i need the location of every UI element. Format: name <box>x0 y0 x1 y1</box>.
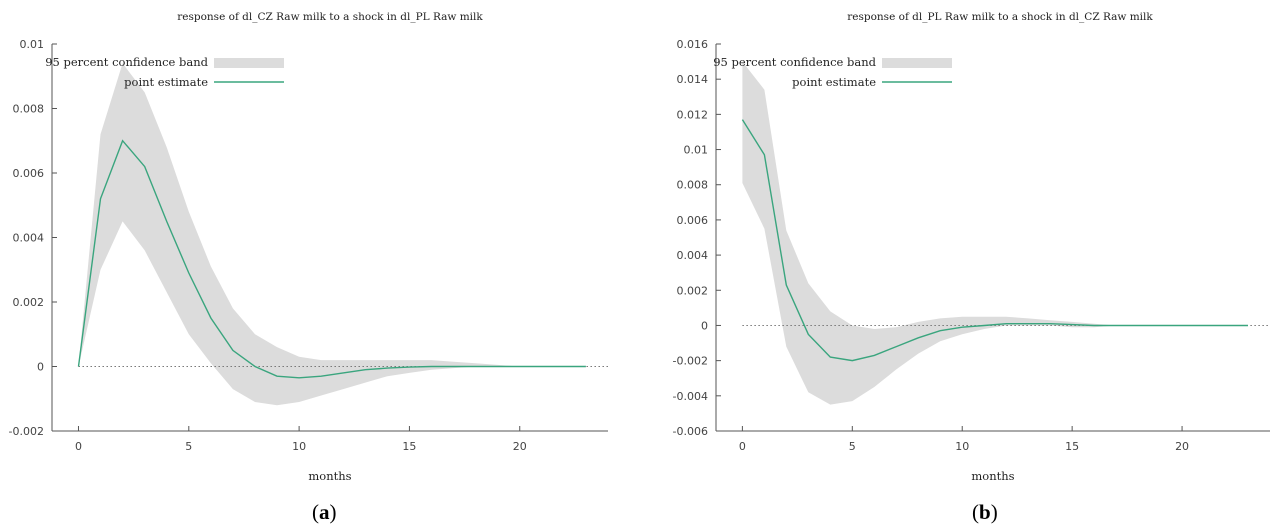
chartb-y-tick-label: 0.01 <box>684 144 709 157</box>
chartb-x-tick-label: 0 <box>739 440 746 453</box>
charta-legend-band-swatch <box>214 58 284 68</box>
chartb-legend-band-label: 95 percent confidence band <box>713 55 876 69</box>
charta-y-tick-label: 0.006 <box>13 167 45 180</box>
charta-legend-band-label: 95 percent confidence band <box>45 55 208 69</box>
caption-b-letter: b <box>979 500 991 524</box>
caption-b: (b) <box>972 500 998 525</box>
chartb-y-tick-label: -0.006 <box>673 425 708 438</box>
chartb-confidence-band <box>742 61 1248 405</box>
charta: response of dl_CZ Raw milk to a shock in… <box>9 11 608 483</box>
chartb: response of dl_PL Raw milk to a shock in… <box>673 11 1270 483</box>
chartb-y-tick-label: 0.016 <box>677 38 709 51</box>
chartb-y-tick-label: -0.002 <box>673 355 708 368</box>
charta-x-tick-label: 20 <box>513 440 527 453</box>
chartb-legend-line-label: point estimate <box>792 75 876 89</box>
chartb-y-tick-label: 0.012 <box>677 108 709 121</box>
chartb-y-tick-label: 0.002 <box>677 284 709 297</box>
caption-a-letter: a <box>319 500 330 524</box>
chartb-legend: 95 percent confidence band point estimate <box>713 55 952 89</box>
chartb-x-axis-label: months <box>971 469 1014 483</box>
caption-a-close: ) <box>329 500 337 524</box>
chartb-y-tick-label: 0.014 <box>677 73 709 86</box>
charta-y-tick-label: 0.008 <box>13 103 45 116</box>
chartb-title: response of dl_PL Raw milk to a shock in… <box>847 11 1153 23</box>
charta-x-tick-label: 10 <box>292 440 306 453</box>
charta-legend-line-label: point estimate <box>124 75 208 89</box>
charta-x-tick-label: 15 <box>402 440 416 453</box>
charta-point-estimate-line <box>77 139 586 379</box>
chartb-x-tick-label: 10 <box>955 440 969 453</box>
charta-confidence-band <box>78 63 586 406</box>
charta-x-tick-label: 5 <box>185 440 192 453</box>
charta-y-tick-label: 0.01 <box>20 38 45 51</box>
charta-y-tick-label: 0.002 <box>13 296 45 309</box>
chartb-y-tick-label: 0.004 <box>677 249 709 262</box>
charta-y-tick-label: 0.004 <box>13 232 45 245</box>
chartb-x-tick-label: 15 <box>1065 440 1079 453</box>
charta-x-axis-label: months <box>308 469 351 483</box>
caption-b-close: ) <box>990 500 998 524</box>
chartb-x-tick-label: 5 <box>849 440 856 453</box>
caption-b-open: ( <box>972 500 979 524</box>
charta-y-tick-label: -0.002 <box>9 425 44 438</box>
chartb-y-tick-label: 0.008 <box>677 179 709 192</box>
chartb-legend-band-swatch <box>882 58 952 68</box>
chartb-y-tick-label: 0.006 <box>677 214 709 227</box>
chartb-x-tick-label: 20 <box>1175 440 1189 453</box>
charta-title: response of dl_CZ Raw milk to a shock in… <box>177 11 483 23</box>
caption-a-open: ( <box>312 500 319 524</box>
charta-x-tick-label: 0 <box>75 440 82 453</box>
caption-a: (a) <box>312 500 337 525</box>
chartb-point-estimate-line <box>741 119 1248 362</box>
charta-y-tick-label: 0 <box>37 361 44 374</box>
chartb-y-tick-label: 0 <box>701 319 708 332</box>
chartb-y-tick-label: -0.004 <box>673 390 708 403</box>
charta-legend: 95 percent confidence band point estimate <box>45 55 284 89</box>
